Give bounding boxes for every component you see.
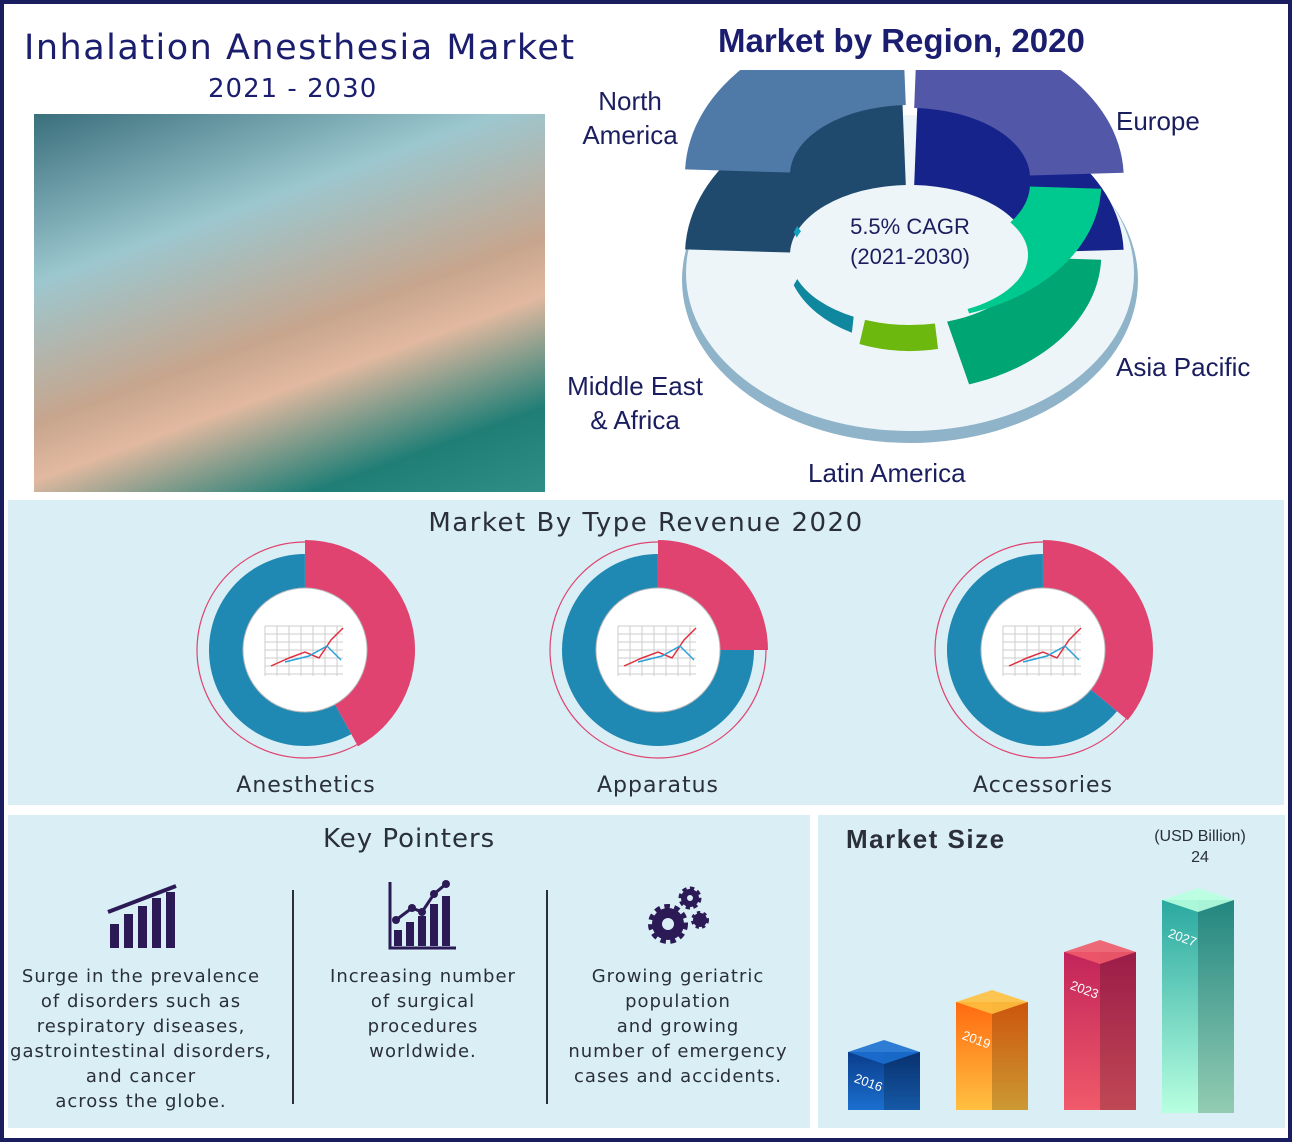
gears-icon	[648, 886, 709, 944]
pointer-line: Surge in the prevalence	[21, 966, 261, 987]
label-line: & Africa	[590, 405, 680, 435]
divider	[292, 890, 294, 1104]
region-segment-side	[859, 319, 939, 351]
bar-front	[1162, 900, 1198, 1113]
value-2027: 24	[1191, 849, 1209, 866]
market-size-unit: (USD Billion) 24	[1140, 826, 1260, 868]
mini-chart-icon	[264, 625, 344, 676]
label-middle-east-africa: Middle East & Africa	[560, 369, 710, 437]
bar-2016: 2016	[848, 1040, 920, 1110]
region-segment-europe	[914, 70, 1124, 176]
key-pointers-title: Key Pointers	[323, 824, 496, 854]
pointer-line: gastrointestinal disorders,	[10, 1041, 272, 1062]
label-line: America	[582, 120, 678, 150]
mini-chart-icon	[1002, 625, 1082, 676]
type-title: Market By Type Revenue 2020	[428, 508, 864, 538]
bar-side	[992, 1002, 1028, 1110]
bar-chart-icon	[107, 884, 177, 948]
donut-slice-pink	[305, 540, 415, 747]
donut-slice-pink	[658, 540, 768, 650]
bar-2019: 2019	[956, 990, 1028, 1110]
donut-hole	[792, 193, 1028, 317]
cagr-label: 5.5% CAGR (2021-2030)	[800, 212, 1020, 272]
pointer-text-2: Increasing number of surgical procedures wo…	[288, 964, 558, 1064]
pointer-line: across the globe.	[55, 1091, 227, 1112]
label-line: Middle East	[567, 371, 703, 401]
type-label: Apparatus	[596, 773, 720, 798]
donut-slice-blue	[209, 554, 352, 746]
label-asia-pacific: Asia Pacific	[1116, 352, 1251, 382]
pointer-text-1: Surge in the prevalence of disorders such…	[6, 964, 276, 1114]
type-donut-charts	[196, 540, 1153, 759]
donut-slice-blue	[946, 554, 1117, 746]
pointer-line: Increasing number	[330, 966, 516, 987]
region-segment-side	[793, 278, 854, 333]
bar-front	[956, 1002, 992, 1110]
bar-front	[1064, 952, 1100, 1110]
region-segment-side	[685, 95, 906, 253]
region-chart-title: Market by Region, 2020	[718, 22, 1085, 59]
bar-2023: 2023	[1064, 940, 1136, 1110]
page-title: Inhalation Anesthesia Market	[24, 28, 576, 68]
mini-chart-icon	[617, 625, 697, 676]
cagr-period: (2021-2030)	[850, 244, 970, 269]
pointer-line: cases and accidents.	[574, 1066, 782, 1087]
pointer-line: worldwide.	[369, 1041, 477, 1062]
pointer-line: population	[625, 991, 731, 1012]
pointer-line: of surgical	[370, 991, 476, 1012]
bar-side	[1100, 952, 1136, 1110]
region-segment-north-america	[685, 70, 906, 173]
market-size-title: Market Size	[846, 824, 1006, 854]
pointer-line: number of emergency	[568, 1041, 788, 1062]
pointer-text-3: Growing geriatric population and growing nu…	[543, 964, 813, 1089]
label-latin-america: Latin America	[808, 458, 966, 488]
pointer-line: Growing geriatric	[591, 966, 765, 987]
pointer-line: and cancer	[85, 1066, 197, 1087]
pointer-line: and growing	[616, 1016, 740, 1037]
region-donut-chart	[682, 70, 1138, 443]
bar-side	[1198, 900, 1234, 1113]
bar-2027: 2027	[1162, 888, 1234, 1113]
pointer-line: respiratory diseases,	[36, 1016, 246, 1037]
pointer-line: of disorders such as	[40, 991, 242, 1012]
growth-chart-icon	[388, 880, 456, 950]
donut-slice-pink	[1043, 540, 1153, 721]
key-pointers-panel	[8, 815, 810, 1128]
pointer-line: procedures	[367, 1016, 479, 1037]
unit: (USD Billion)	[1154, 828, 1246, 845]
divider	[546, 890, 548, 1104]
type-label: Anesthetics	[236, 773, 376, 798]
anesthesia-mask-photo	[34, 114, 545, 492]
label-europe: Europe	[1116, 106, 1200, 136]
page-years: 2021 - 2030	[208, 74, 378, 104]
donut-slice-blue	[562, 554, 754, 746]
label-line: North	[598, 86, 662, 116]
region-segment-side	[947, 257, 1102, 385]
label-north-america: North America	[570, 84, 690, 152]
cagr-value: 5.5% CAGR	[850, 214, 970, 239]
type-label: Accessories	[973, 773, 1113, 798]
